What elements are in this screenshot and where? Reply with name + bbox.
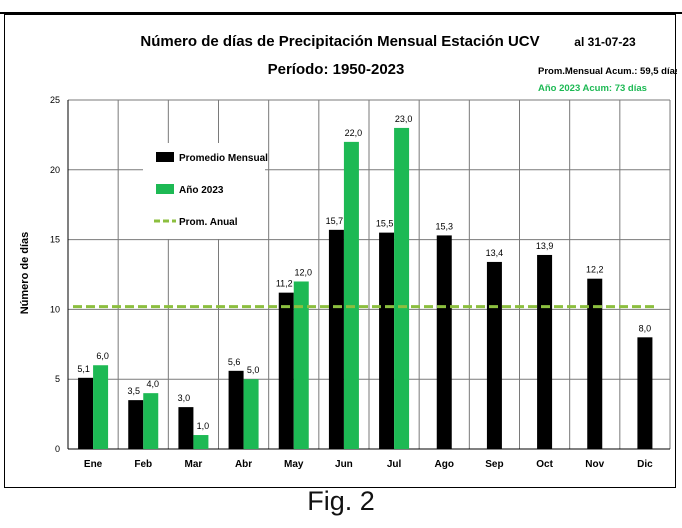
chart-note-average: Prom.Mensual Acum.: 59,5 días <box>538 66 677 77</box>
chart-note-year: Año 2023 Acum: 73 días <box>538 83 647 94</box>
chart-title: Número de días de Precipitación Mensual … <box>140 33 539 50</box>
bar-promedio-mensual <box>486 261 502 449</box>
y-axis-label: Número de días <box>19 232 31 315</box>
plot-area: 0 5 10 15 20 25 Ene Feb Mar Abr May Jun Jul Ago Sep Oct… <box>50 95 671 470</box>
x-tick-label: Abr <box>235 459 252 470</box>
chart-subtitle: Período: 1950-2023 <box>268 61 405 78</box>
bar-promedio-mensual <box>278 292 294 449</box>
data-label-promedio: 8,0 <box>639 323 652 333</box>
data-label-promedio: 13,4 <box>486 248 504 258</box>
y-tick-label: 25 <box>50 95 60 105</box>
chart-svg: Número de días de Precipitación Mensual … <box>19 33 677 470</box>
legend-item-ano-2023-label: Año 2023 <box>179 185 224 196</box>
data-label-promedio: 13,9 <box>536 241 554 251</box>
x-tick-label: Feb <box>134 459 152 470</box>
x-tick-label: May <box>284 459 304 470</box>
x-tick-label: Jun <box>335 459 353 470</box>
bar-promedio-mensual <box>587 278 603 449</box>
chart-date-label: al 31-07-23 <box>574 35 636 49</box>
data-label-2023: 22,0 <box>345 128 363 138</box>
data-label-2023: 1,0 <box>197 421 210 431</box>
bar-promedio-mensual <box>379 232 395 449</box>
legend-item-ano-2023-swatch <box>156 184 174 194</box>
bar-ano-2023 <box>394 127 410 450</box>
x-tick-label: Ago <box>435 459 454 470</box>
data-label-promedio: 5,6 <box>228 357 241 367</box>
data-label-promedio: 12,2 <box>586 265 604 275</box>
bar-promedio-mensual <box>128 400 144 449</box>
x-tick-label: Jul <box>387 459 402 470</box>
x-tick-label: Ene <box>84 459 103 470</box>
data-label-2023: 6,0 <box>96 351 109 361</box>
data-label-2023: 5,0 <box>247 365 260 375</box>
y-tick-label: 10 <box>50 304 60 314</box>
y-tick-label: 5 <box>55 374 60 384</box>
top-rule <box>0 12 682 14</box>
bar-ano-2023 <box>293 281 309 449</box>
bar-promedio-mensual <box>178 407 194 449</box>
bar-ano-2023 <box>93 365 109 449</box>
bar-promedio-mensual <box>537 254 553 449</box>
x-tick-label: Dic <box>637 459 653 470</box>
legend-item-promedio-mensual-swatch <box>156 152 174 162</box>
data-label-2023: 4,0 <box>146 379 159 389</box>
data-label-promedio: 15,3 <box>435 221 453 231</box>
data-label-2023: 23,0 <box>395 114 413 124</box>
bar-promedio-mensual <box>228 370 244 449</box>
bar-promedio-mensual <box>328 229 344 449</box>
data-label-promedio: 5,1 <box>77 364 90 374</box>
legend-item-promedio-mensual-label: Promedio Mensual <box>179 153 268 164</box>
figure-caption: Fig. 2 <box>307 486 375 516</box>
bar-promedio-mensual <box>637 337 653 449</box>
bar-promedio-mensual <box>78 377 94 449</box>
y-tick-label: 15 <box>50 235 60 245</box>
data-label-2023: 12,0 <box>294 267 312 277</box>
legend-item-prom-anual-label: Prom. Anual <box>179 217 238 228</box>
data-label-promedio: 3,5 <box>127 386 140 396</box>
bar-ano-2023 <box>193 435 209 449</box>
data-label-promedio: 11,2 <box>276 279 293 289</box>
data-label-promedio: 15,5 <box>376 219 394 229</box>
x-tick-label: Sep <box>485 459 503 470</box>
bar-promedio-mensual <box>436 235 452 449</box>
bar-ano-2023 <box>243 379 259 449</box>
data-label-promedio: 3,0 <box>178 393 191 403</box>
y-tick-label: 0 <box>55 444 60 454</box>
bar-ano-2023 <box>343 141 359 449</box>
x-tick-label: Mar <box>185 459 203 470</box>
x-tick-label: Oct <box>536 459 553 470</box>
x-tick-label: Nov <box>585 459 604 470</box>
chart-frame: Número de días de Precipitación Mensual … <box>4 14 677 488</box>
bar-ano-2023 <box>143 393 159 449</box>
data-label-promedio: 15,7 <box>326 216 344 226</box>
y-tick-label: 20 <box>50 165 60 175</box>
